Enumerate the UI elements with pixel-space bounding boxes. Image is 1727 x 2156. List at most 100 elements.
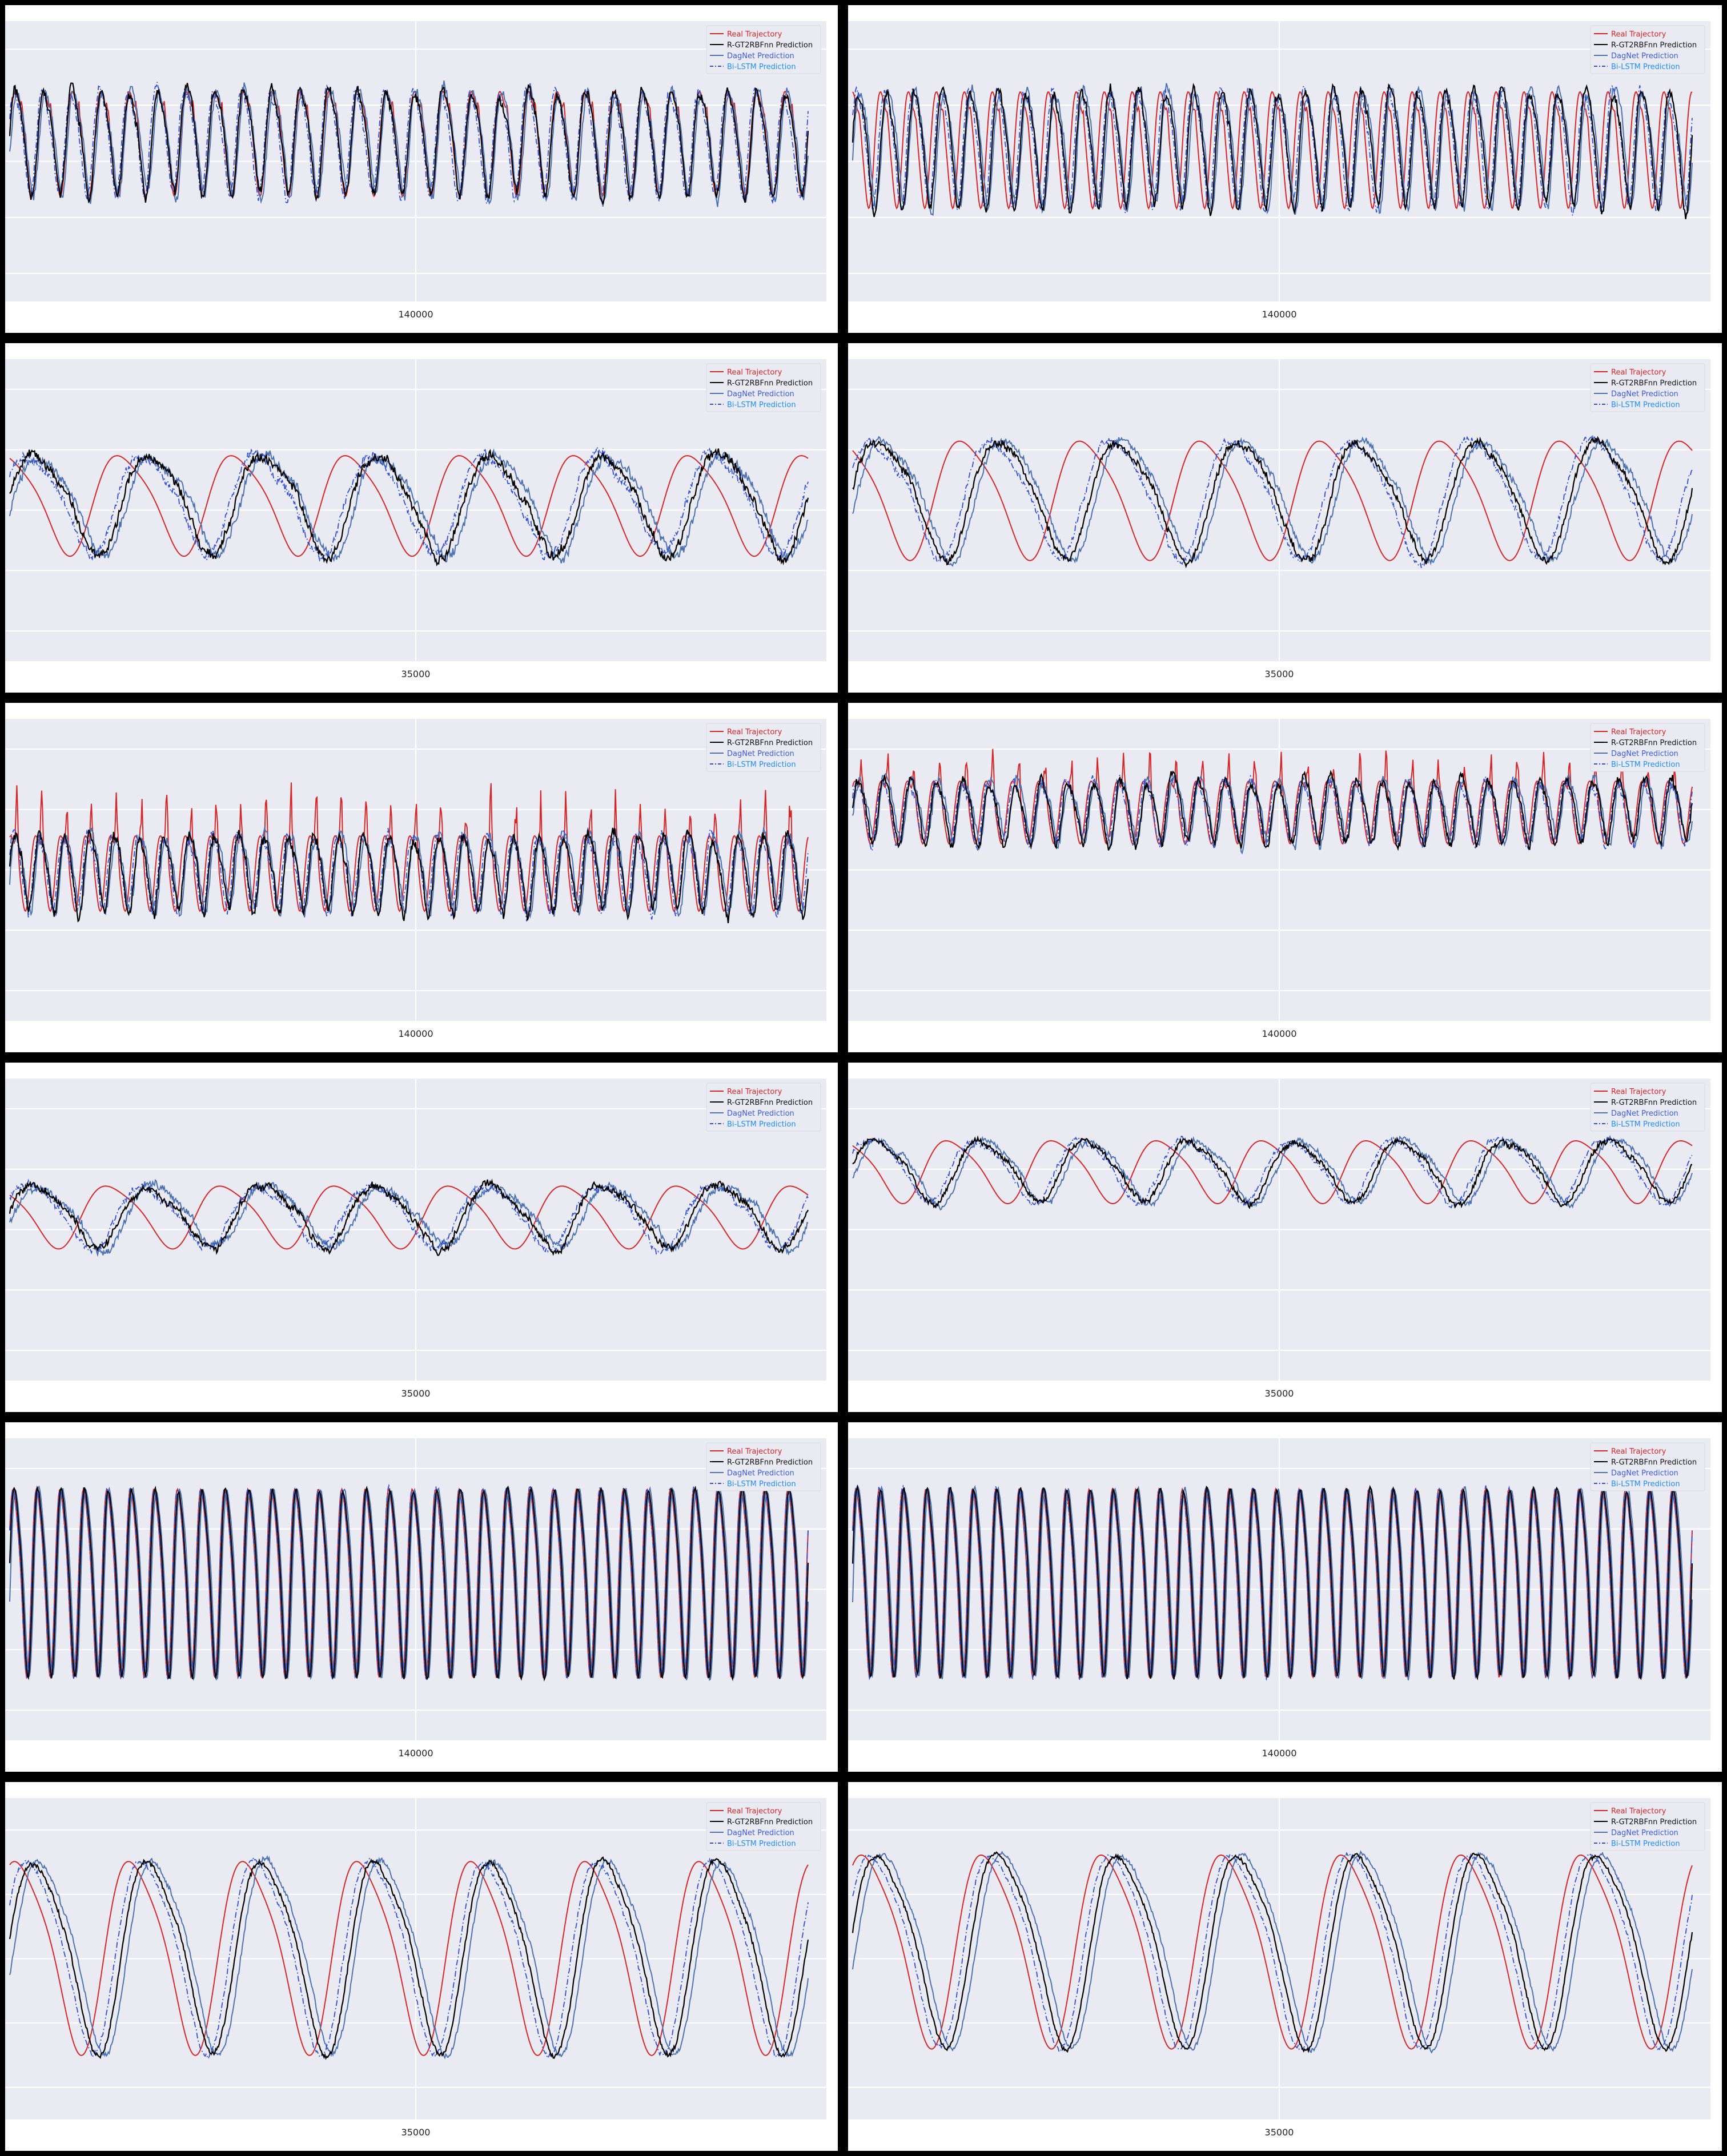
legend-label-0: Real Trajectory (1611, 368, 1666, 377)
legend-label-2: DagNet Prediction (727, 52, 794, 61)
legend-label-0: Real Trajectory (1611, 728, 1666, 737)
series-rgt2rbfnn (9, 1178, 809, 1256)
legend-label-3: Bi-LSTM Prediction (1611, 401, 1680, 409)
legend-label-0: Real Trajectory (1611, 1088, 1666, 1096)
legend-box (706, 1802, 821, 1851)
chart-svg-7: 35000 Real Trajectory R-GT2RBFnn Predictio… (5, 1079, 826, 1399)
series-rgt2rbfnn (9, 448, 809, 566)
series-bilstm (852, 774, 1693, 852)
series-bilstm (9, 445, 809, 562)
chart-panel-3: 35000 Real Trajectory R-GT2RBFnn Predictio… (0, 338, 843, 698)
chart-panel-12: 35000 Real Trajectory R-GT2RBFnn Predictio… (843, 1777, 1727, 2156)
legend-label-1: R-GT2RBFnn Prediction (727, 739, 813, 747)
chart-panel-10: 140000 Real Trajectory R-GT2RBFnn Predicti… (843, 1417, 1727, 1777)
x-tick-label: 35000 (401, 1388, 431, 1399)
x-tick-label: 35000 (401, 669, 431, 679)
legend-label-2: DagNet Prediction (1611, 1469, 1678, 1478)
series-bilstm (852, 1136, 1693, 1209)
legend-label-0: Real Trajectory (1611, 1807, 1666, 1816)
series-dagnet (9, 81, 809, 207)
legend-label-0: Real Trajectory (727, 368, 782, 377)
legend-label-2: DagNet Prediction (1611, 390, 1678, 399)
legend-label-3: Bi-LSTM Prediction (1611, 1480, 1680, 1489)
legend-label-0: Real Trajectory (727, 1807, 782, 1816)
series-rgt2rbfnn (9, 82, 809, 204)
legend-label-0: Real Trajectory (727, 1447, 782, 1456)
series-real-trajectory (852, 91, 1693, 210)
legend-label-0: Real Trajectory (1611, 1447, 1666, 1456)
legend-box (1590, 1083, 1705, 1132)
series-real-trajectory (9, 455, 809, 557)
series-rgt2rbfnn (852, 436, 1693, 569)
series-rgt2rbfnn (9, 1856, 809, 2060)
series-bilstm (852, 1852, 1693, 2053)
legend-label-0: Real Trajectory (727, 30, 782, 39)
series-bilstm (852, 1485, 1693, 1682)
series-real-trajectory (852, 440, 1693, 561)
x-tick-label: 35000 (1265, 2127, 1294, 2138)
legend-label-3: Bi-LSTM Prediction (727, 1840, 796, 1848)
legend-label-1: R-GT2RBFnn Prediction (727, 41, 813, 50)
series-rgt2rbfnn (852, 83, 1693, 219)
chart-panel-9: 140000 Real Trajectory R-GT2RBFnn Predicti… (0, 1417, 843, 1777)
legend-box (706, 1442, 821, 1491)
legend-label-2: DagNet Prediction (1611, 52, 1678, 61)
series-bilstm (852, 433, 1693, 568)
chart-svg-9: 140000 Real Trajectory R-GT2RBFnn Predicti… (5, 1438, 826, 1759)
legend-label-2: DagNet Prediction (1611, 1829, 1678, 1837)
series-dagnet (9, 1485, 809, 1682)
series-real-trajectory (9, 782, 809, 912)
chart-svg-5: 140000 Real Trajectory R-GT2RBFnn Predicti… (5, 719, 826, 1039)
legend-box (1590, 1442, 1705, 1491)
chart-panel-7: 35000 Real Trajectory R-GT2RBFnn Predictio… (0, 1057, 843, 1417)
legend-label-1: R-GT2RBFnn Prediction (1611, 739, 1697, 747)
legend-label-3: Bi-LSTM Prediction (727, 401, 796, 409)
legend-label-2: DagNet Prediction (727, 1469, 794, 1478)
series-rgt2rbfnn (852, 770, 1693, 851)
legend-box (706, 723, 821, 772)
legend-label-3: Bi-LSTM Prediction (727, 1480, 796, 1489)
legend-label-3: Bi-LSTM Prediction (727, 761, 796, 769)
chart-panel-8: 35000 Real Trajectory R-GT2RBFnn Predictio… (843, 1057, 1727, 1417)
legend-label-1: R-GT2RBFnn Prediction (1611, 1099, 1697, 1107)
series-real-trajectory (852, 1854, 1693, 2050)
legend-label-0: Real Trajectory (1611, 30, 1666, 39)
chart-svg-1: 140000 Real Trajectory R-GT2RBFnn Predicti… (5, 21, 826, 320)
x-tick-label: 140000 (398, 1028, 433, 1039)
series-dagnet (852, 773, 1693, 855)
series-real-trajectory (852, 1140, 1693, 1205)
chart-panel-2: 140000 Real Trajectory R-GT2RBFnn Predicti… (843, 0, 1727, 338)
series-dagnet (852, 83, 1693, 216)
series-rgt2rbfnn (852, 1135, 1693, 1209)
legend-label-0: Real Trajectory (727, 1088, 782, 1096)
series-dagnet (852, 1135, 1693, 1211)
chart-panel-1: 140000 Real Trajectory R-GT2RBFnn Predicti… (0, 0, 843, 338)
legend-label-3: Bi-LSTM Prediction (1611, 1120, 1680, 1129)
chart-panel-6: 140000 Real Trajectory R-GT2RBFnn Predicti… (843, 698, 1727, 1057)
legend-box (1590, 1802, 1705, 1851)
legend-box (1590, 363, 1705, 412)
series-real-trajectory (9, 1185, 809, 1250)
chart-svg-8: 35000 Real Trajectory R-GT2RBFnn Predictio… (848, 1079, 1710, 1399)
chart-panel-4: 35000 Real Trajectory R-GT2RBFnn Predictio… (843, 338, 1727, 698)
x-tick-label: 35000 (401, 2127, 431, 2138)
series-rgt2rbfnn (9, 1485, 809, 1682)
series-real-trajectory (9, 1861, 809, 2056)
legend-label-1: R-GT2RBFnn Prediction (1611, 41, 1697, 50)
series-real-trajectory (852, 749, 1693, 845)
legend-label-2: DagNet Prediction (1611, 750, 1678, 758)
x-tick-label: 35000 (1265, 669, 1294, 679)
legend-label-1: R-GT2RBFnn Prediction (727, 379, 813, 388)
x-tick-label: 140000 (398, 1748, 433, 1759)
chart-panel-5: 140000 Real Trajectory R-GT2RBFnn Predicti… (0, 698, 843, 1057)
chart-svg-3: 35000 Real Trajectory R-GT2RBFnn Predictio… (5, 359, 826, 679)
series-bilstm (9, 827, 809, 922)
chart-svg-10: 140000 Real Trajectory R-GT2RBFnn Predicti… (848, 1438, 1710, 1759)
legend-label-1: R-GT2RBFnn Prediction (727, 1099, 813, 1107)
x-tick-label: 140000 (1262, 309, 1296, 320)
legend-label-0: Real Trajectory (727, 728, 782, 737)
chart-svg-12: 35000 Real Trajectory R-GT2RBFnn Predictio… (848, 1798, 1710, 2138)
series-dagnet (852, 1485, 1693, 1680)
series-bilstm (852, 84, 1693, 216)
